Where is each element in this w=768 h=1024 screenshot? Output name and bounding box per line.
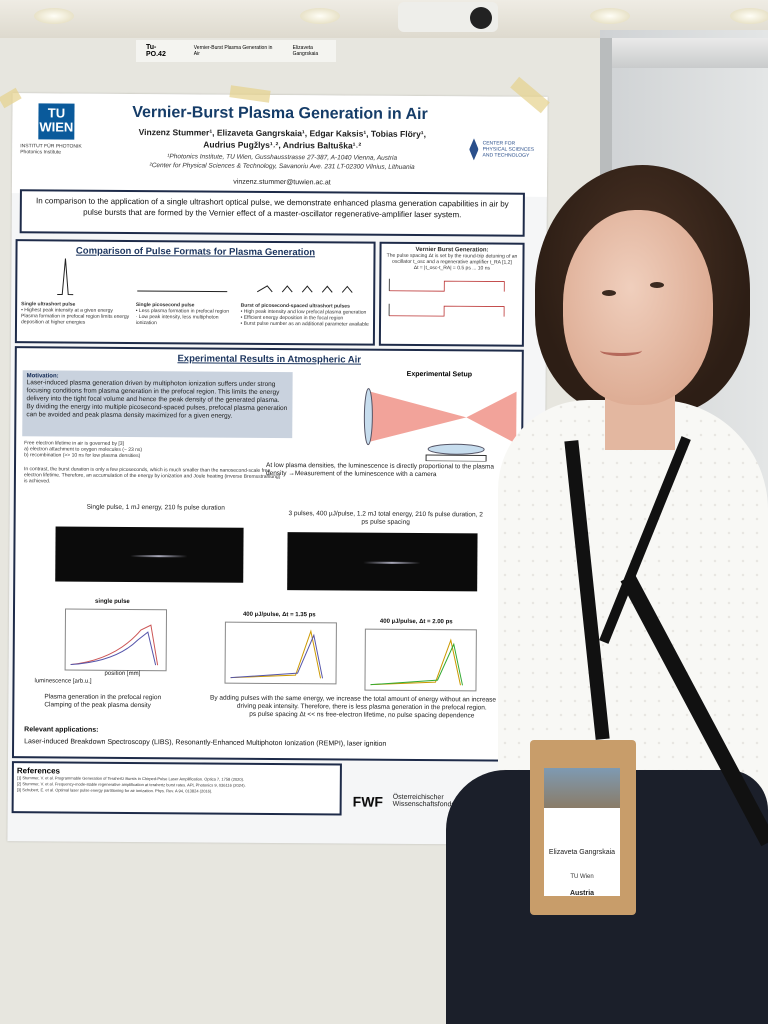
email: vinzenz.stummer@tuwien.ac.at xyxy=(233,178,331,187)
ceiling-light xyxy=(300,8,340,24)
pico-pulse-notes: • Less plasma formation in prefocal regi… xyxy=(135,308,230,327)
board-code: Tu-PO.42 xyxy=(146,44,166,58)
plot-single-pulse xyxy=(64,608,168,672)
ceiling xyxy=(0,0,768,42)
vernier-diagram xyxy=(388,278,505,317)
setup-diagram xyxy=(363,388,517,462)
poster: TU WIEN INSTITUT FÜR PHOTONIK Photonics … xyxy=(7,93,548,845)
person-eye xyxy=(650,282,664,288)
poster-title: Vernier-Burst Plasma Generation in Air xyxy=(132,103,428,124)
results-panel: Experimental Results in Atmospheric Air … xyxy=(11,346,524,762)
references-panel: References [1] Stummer, V. et al. Progra… xyxy=(11,761,342,816)
conclusion-burst: By adding pulses with the same energy, w… xyxy=(209,694,514,720)
plot-burst-200 xyxy=(364,628,477,692)
authors: Vinzenz Stummer¹, Elizaveta Gangrskaia¹,… xyxy=(92,126,472,153)
burst-text: In contrast, the burst duration is only … xyxy=(23,466,281,485)
board-author: Elizaveta Gangrskaia xyxy=(292,45,319,57)
applications-text: Laser-induced Breakdown Spectroscopy (LI… xyxy=(24,738,387,748)
image2-caption: 3 pulses, 400 µJ/pulse, 1.2 mJ total ene… xyxy=(288,510,483,526)
badge-photo xyxy=(544,768,620,808)
fwf-logo: FWF xyxy=(352,793,384,810)
plot-xlabel: position [mm] xyxy=(104,670,141,678)
plot2-title: 400 µJ/pulse, Δt = 1.35 ps xyxy=(242,611,316,619)
plasma-image-burst xyxy=(287,532,478,592)
person-face xyxy=(563,210,713,405)
plot-burst-135 xyxy=(224,621,337,685)
lifetime-text: Free electron lifetime in air is governe… xyxy=(24,440,143,460)
vernier-panel: Vernier Burst Generation: The pulse spac… xyxy=(378,241,525,347)
board-tag: Tu-PO.42 Vernier-Burst Plasma Generation… xyxy=(136,40,336,62)
motivation-box: Motivation: Laser-induced plasma generat… xyxy=(22,370,293,439)
single-pulse-notes: • Highest peak intensity at a given ener… xyxy=(20,307,130,326)
conclusion-single: Plasma generation in the prefocal region… xyxy=(44,693,162,710)
vernier-text: The pulse spacing Δt is set by the round… xyxy=(386,252,518,266)
institute-sub: Photonics Institute xyxy=(20,149,62,156)
person-eye xyxy=(602,290,616,296)
poster-header: TU WIEN INSTITUT FÜR PHOTONIK Photonics … xyxy=(11,93,548,197)
ceiling-light xyxy=(730,8,768,24)
affiliations: ¹Photonics Institute, TU Wien, Gusshauss… xyxy=(92,152,472,173)
projector xyxy=(398,2,498,32)
motivation-text: Laser-induced plasma generation driven b… xyxy=(26,379,288,420)
plot1-title: single pulse xyxy=(95,598,130,605)
badge-org: TU Wien xyxy=(570,874,594,880)
image1-caption: Single pulse, 1 mJ energy, 210 fs pulse … xyxy=(86,503,225,512)
results-title: Experimental Results in Atmospheric Air xyxy=(177,353,362,366)
luminescence-text: At low plasma densities, the luminescenc… xyxy=(265,461,495,479)
ceiling-light xyxy=(34,8,74,24)
institute-logo: INSTITUT FÜR PHOTONIK Photonics Institut… xyxy=(20,143,100,156)
center-logo-icon xyxy=(469,138,478,160)
person-mouth xyxy=(600,345,642,356)
badge-country: Austria xyxy=(569,890,595,897)
plot3-title: 400 µJ/pulse, Δt = 2.00 ps xyxy=(379,618,453,626)
comparison-panel: Comparison of Pulse Formats for Plasma G… xyxy=(14,239,376,346)
abstract: In comparison to the application of a si… xyxy=(19,189,525,237)
center-logo: CENTER FOR PHYSICAL SCIENCES AND TECHNOL… xyxy=(469,138,539,160)
plot-ylabel: luminescence [arb.u.] xyxy=(34,678,92,685)
setup-title: Experimental Setup xyxy=(406,370,473,379)
affiliation: ²Center for Physical Sciences & Technolo… xyxy=(149,162,415,171)
center-name: CENTER FOR PHYSICAL SCIENCES AND TECHNOL… xyxy=(482,140,535,159)
applications-title: Relevant applications: xyxy=(24,726,99,734)
board-title: Vernier-Burst Plasma Generation in Air xyxy=(193,45,273,57)
ceiling-light xyxy=(590,8,630,24)
badge-name: Elizaveta Gangrskaia xyxy=(548,849,616,856)
plasma-image-single xyxy=(55,526,244,583)
pulse-sketch xyxy=(57,258,353,296)
references-text: [1] Stummer, V. et al. Programmable Gene… xyxy=(16,775,246,794)
burst-pulse-notes: • High peak intensity and low prefocal p… xyxy=(240,308,369,328)
